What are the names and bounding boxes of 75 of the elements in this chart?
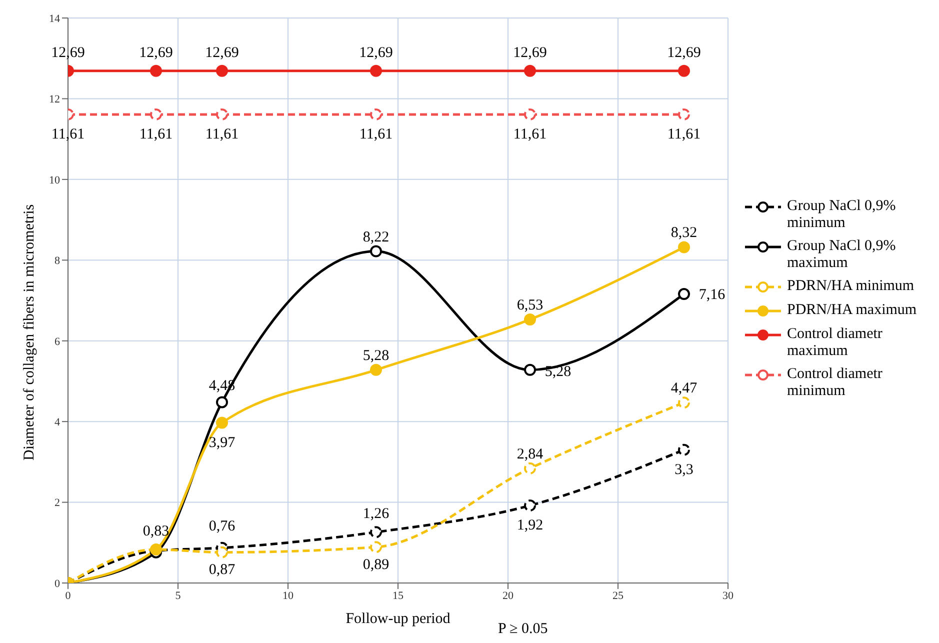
legend-label: PDRN/HA maximum bbox=[787, 302, 917, 319]
data-label: 0,89 bbox=[362, 557, 390, 574]
legend-label: PDRN/HA minimum bbox=[787, 278, 914, 295]
legend-label: Control diametr minimum bbox=[787, 366, 884, 400]
data-label: 0,76 bbox=[208, 518, 236, 534]
point bbox=[678, 288, 690, 300]
data-label: 11,61 bbox=[139, 126, 173, 142]
x-tick-label: 30 bbox=[722, 590, 734, 602]
data-label: 12,69 bbox=[359, 44, 393, 61]
point bbox=[524, 462, 536, 474]
text: P ≥ 0.05 bbox=[498, 621, 548, 638]
y-tick-label: 6 bbox=[54, 336, 60, 348]
point bbox=[370, 526, 382, 538]
point bbox=[370, 364, 382, 376]
data-label: 4,47 bbox=[670, 380, 698, 397]
point bbox=[678, 396, 690, 409]
y-axis-title: Diameter of collagen fibers in micrometris bbox=[21, 204, 38, 460]
data-label: 3,97 bbox=[208, 434, 236, 451]
data-label: 5,28 bbox=[544, 364, 572, 380]
x-tick-label: 25 bbox=[612, 590, 624, 602]
data-label: 0,83 bbox=[142, 524, 170, 540]
point bbox=[678, 108, 690, 120]
data-label: 2,84 bbox=[516, 446, 544, 462]
data-label: 12,69 bbox=[513, 44, 547, 61]
y-tick-label: 12 bbox=[49, 94, 60, 106]
y-tick-label: 2 bbox=[54, 497, 60, 510]
x-tick-label: 20 bbox=[502, 590, 514, 602]
y-tick-label: 8 bbox=[54, 255, 60, 268]
point bbox=[150, 64, 162, 77]
point bbox=[216, 416, 228, 429]
x-tick-label: 10 bbox=[282, 590, 294, 602]
point bbox=[524, 313, 536, 326]
data-label: 11,61 bbox=[359, 126, 393, 142]
point bbox=[150, 108, 162, 120]
data-label: 7,16 bbox=[698, 287, 726, 304]
point bbox=[524, 108, 536, 120]
data-label: 12,69 bbox=[139, 44, 173, 61]
point bbox=[524, 500, 536, 512]
point bbox=[370, 64, 382, 77]
x-tick-label: 15 bbox=[392, 590, 404, 602]
data-label: 5,28 bbox=[362, 348, 390, 364]
x-axis-title: Follow-up period bbox=[346, 611, 451, 627]
y-tick-label: 4 bbox=[54, 416, 60, 428]
point bbox=[370, 541, 382, 554]
point bbox=[524, 364, 536, 376]
legend-label: Group NaCl 0,9% maximum bbox=[787, 238, 897, 272]
point bbox=[216, 64, 228, 77]
data-label: 12,69 bbox=[205, 44, 239, 61]
data-label: 11,61 bbox=[667, 126, 701, 142]
point bbox=[524, 64, 536, 77]
data-label: 6,53 bbox=[516, 297, 544, 314]
x-tick-label: 5 bbox=[175, 590, 182, 602]
point bbox=[216, 546, 228, 558]
x-tick-label: 0 bbox=[65, 590, 72, 602]
data-label: 8,22 bbox=[362, 229, 390, 246]
point bbox=[216, 108, 228, 120]
data-label: 1,26 bbox=[362, 506, 390, 522]
point bbox=[370, 108, 382, 120]
point bbox=[678, 444, 690, 456]
data-label: 3,3 bbox=[674, 462, 694, 478]
y-tick-label: 14 bbox=[49, 12, 60, 25]
data-label: 8,32 bbox=[670, 225, 698, 242]
data-label: 12,69 bbox=[667, 44, 701, 61]
data-label: 1,92 bbox=[516, 518, 544, 534]
data-label: 0,87 bbox=[208, 562, 236, 578]
point bbox=[216, 396, 228, 408]
point bbox=[678, 64, 690, 77]
point bbox=[370, 245, 382, 258]
legend-label: Control diametr maximum bbox=[787, 326, 884, 360]
data-label: 11,61 bbox=[513, 126, 547, 142]
y-tick-label: 0 bbox=[54, 578, 60, 590]
legend-label: Group NaCl 0,9% minimum bbox=[787, 198, 897, 232]
y-tick-label: 10 bbox=[49, 174, 60, 186]
point bbox=[678, 241, 690, 254]
data-label: 11,61 bbox=[205, 126, 239, 142]
